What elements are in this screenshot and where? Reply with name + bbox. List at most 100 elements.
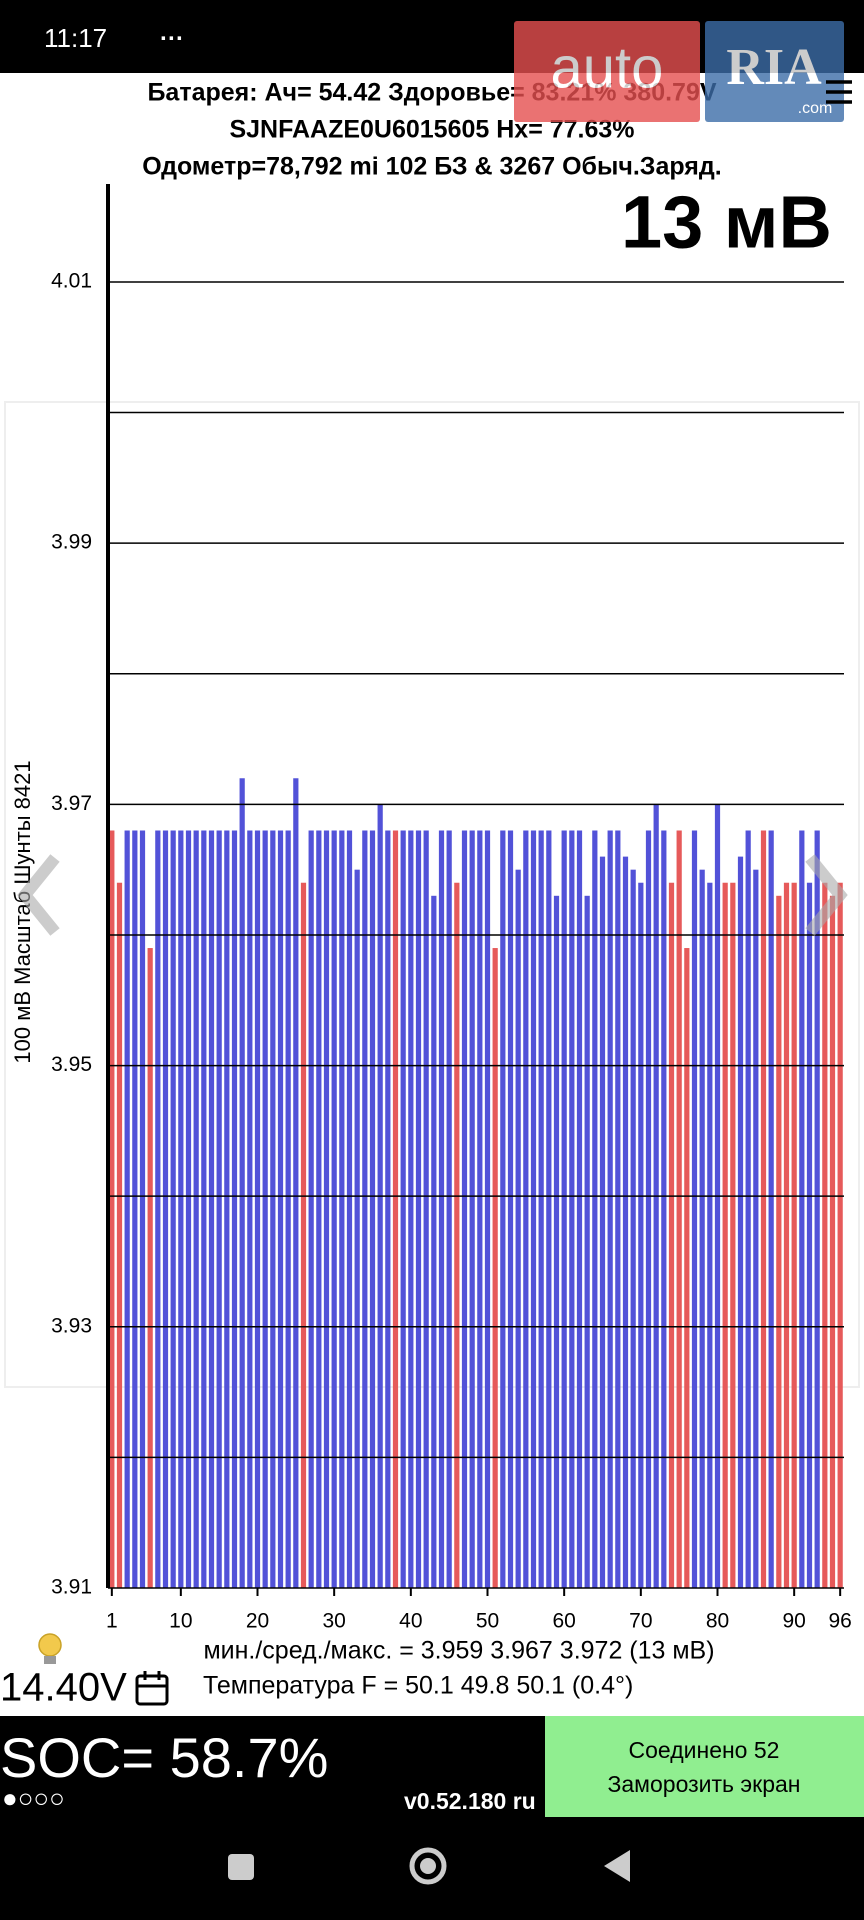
bar <box>369 830 376 1588</box>
bar <box>576 830 583 1588</box>
bar <box>691 830 698 1588</box>
clock: 11:17 <box>44 23 107 53</box>
bar <box>730 882 736 1588</box>
bar <box>507 830 514 1588</box>
bar <box>469 830 475 1588</box>
x-tick-label: 1 <box>106 1610 118 1633</box>
x-tick-label: 96 <box>828 1610 851 1633</box>
x-tick-label: 20 <box>246 1610 269 1633</box>
x-tick-label: 40 <box>399 1610 422 1633</box>
watermark-left-box <box>514 21 700 122</box>
bar <box>454 882 460 1588</box>
bar <box>783 882 790 1588</box>
bar <box>109 830 115 1588</box>
nav-home[interactable] <box>409 1847 447 1885</box>
bar <box>776 895 782 1588</box>
bar <box>461 830 468 1588</box>
bar <box>530 830 537 1588</box>
bar <box>523 830 529 1588</box>
status-more: ··· <box>160 25 184 52</box>
bar <box>254 830 261 1588</box>
bar <box>569 830 575 1588</box>
bar <box>208 830 215 1588</box>
bar <box>170 830 176 1588</box>
bar <box>699 869 705 1588</box>
nav-recent[interactable] <box>228 1854 254 1880</box>
bar <box>484 830 491 1588</box>
bar <box>216 830 222 1588</box>
y-tick-label: 3.99 <box>51 531 92 554</box>
bar <box>622 856 629 1588</box>
bar <box>331 830 337 1588</box>
bar <box>300 882 307 1588</box>
bar <box>707 882 713 1588</box>
bar <box>193 830 199 1588</box>
watermark-right: RIA <box>726 39 822 96</box>
bar <box>806 882 813 1588</box>
bulb-icon <box>38 1633 62 1664</box>
bar <box>162 830 169 1588</box>
prev-arrow[interactable] <box>17 854 60 936</box>
bar <box>768 830 774 1588</box>
bar <box>323 830 330 1588</box>
bar <box>178 830 184 1588</box>
bar <box>546 830 552 1588</box>
watermark-suffix: .com <box>798 100 833 117</box>
bar <box>584 895 590 1588</box>
bar <box>392 830 399 1588</box>
bar <box>553 895 560 1588</box>
bar <box>645 830 652 1588</box>
bar <box>231 830 238 1588</box>
bar <box>385 830 391 1588</box>
bar <box>415 830 422 1588</box>
bar <box>139 830 146 1588</box>
x-tick-label: 50 <box>476 1610 499 1633</box>
chart: 3.91 3.93 3.95 3.97 3.99 4.01 1 10 20 30 40 50 60 70 8… <box>10 181 852 1665</box>
x-tick-label: 10 <box>169 1610 192 1633</box>
connect-button[interactable] <box>545 1716 864 1817</box>
next-arrow[interactable] <box>805 854 848 936</box>
voltage: 14.40V <box>0 1666 127 1710</box>
bar <box>147 948 153 1588</box>
bar <box>538 830 544 1588</box>
bar <box>684 948 690 1588</box>
watermark-left: auto <box>551 35 664 100</box>
bar <box>408 830 414 1588</box>
nav-back[interactable] <box>604 1850 630 1882</box>
button-line2: Заморозить экран <box>608 1771 801 1797</box>
bar <box>668 882 675 1588</box>
bar <box>262 830 268 1588</box>
bar <box>116 882 123 1588</box>
bar <box>239 778 245 1588</box>
bar <box>308 830 314 1588</box>
button-line1: Соединено 52 <box>629 1737 780 1763</box>
bar <box>346 830 353 1588</box>
bar <box>155 830 161 1588</box>
bar <box>277 830 284 1588</box>
bar <box>201 830 207 1588</box>
x-tick-label: 80 <box>706 1610 729 1633</box>
y-axis-label: 100 мВ Масштаб Шунты 8421 <box>10 760 35 1063</box>
bar <box>185 830 192 1588</box>
menu-icon[interactable] <box>826 80 852 104</box>
bar <box>423 830 429 1588</box>
stats: мин./сред./макс. = 3.959 3.967 3.972 (13… <box>203 1637 714 1665</box>
x-tick-label: 70 <box>629 1610 652 1633</box>
header-line3: Одометр=78,792 mi 102 БЗ & 3267 Обыч.Зар… <box>142 153 721 181</box>
bar <box>285 830 291 1588</box>
y-tick-label: 3.93 <box>51 1314 92 1337</box>
bar <box>745 830 751 1588</box>
bar <box>676 830 682 1588</box>
y-tick-label: 3.95 <box>51 1053 92 1076</box>
bar <box>753 869 759 1588</box>
bar <box>492 948 498 1588</box>
bar <box>592 830 598 1588</box>
calendar-icon[interactable] <box>135 1671 169 1706</box>
bar <box>316 830 322 1588</box>
bar <box>247 830 253 1588</box>
bar <box>477 830 483 1588</box>
soc: SOC= 58.7% <box>0 1726 328 1789</box>
y-tick-label: 3.91 <box>51 1576 92 1599</box>
